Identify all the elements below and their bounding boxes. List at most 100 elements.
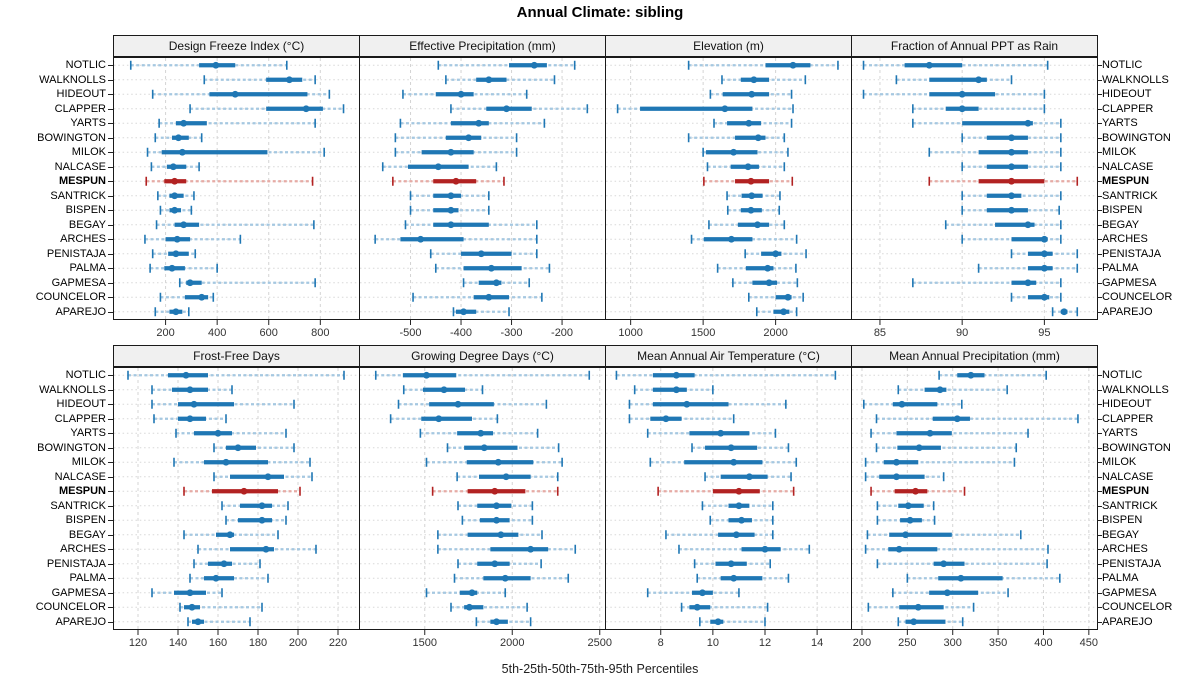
percentile-series [155,220,315,230]
row-tickmark-right [1097,491,1102,492]
median-dot [714,618,722,626]
percentile-series [870,486,966,496]
percentile-series [678,544,811,554]
station-label-right: APAREJO [1102,305,1153,318]
percentile-series [928,147,1062,157]
row-tickmark-left [108,239,113,240]
median-dot [480,444,488,452]
median-dot [182,371,190,379]
percentile-series [394,147,518,157]
station-label-right: NALCASE [1102,470,1154,483]
panel-header: Frost-Free Days [113,345,360,367]
percentile-series [862,89,1046,99]
station-label-left: CLAPPER [54,412,106,425]
row-tickmark-right [1097,210,1102,211]
median-dot [902,531,909,539]
percentile-series [149,263,218,273]
row-tickmark-left [108,312,113,313]
median-dot [231,90,239,98]
percentile-series [374,370,591,380]
median-dot [893,458,900,466]
row-tickmark-right [1097,167,1102,168]
percentile-series [193,559,261,569]
axis-tick-label: 600 [259,327,278,339]
percentile-series [701,501,774,511]
percentile-series [703,176,794,186]
station-label-right: HIDEOUT [1102,398,1152,411]
median-dot [895,545,903,553]
percentile-series [704,472,792,482]
row-tickmark-left [108,549,113,550]
axis-tickmarks [424,630,601,635]
percentile-series [203,75,316,85]
median-dot [975,76,983,84]
median-dot [186,279,194,287]
station-label-left: MESPUN [58,175,106,188]
percentile-series [150,162,200,172]
station-label-right: GAPMESA [1102,586,1157,599]
row-tickmark-left [108,433,113,434]
median-dot [1040,293,1048,301]
percentile-series [456,472,559,482]
median-dot [904,502,912,510]
percentile-series [175,428,287,438]
station-label-right: PALMA [1102,572,1139,585]
panel-canvas [852,58,1097,319]
axis-tick-label: -500 [399,327,422,339]
percentile-series [178,278,316,288]
station-label-left: HIDEOUT [56,88,107,101]
percentile-series [938,370,1047,380]
station-label-right: COUNCELOR [1102,291,1173,304]
panel-header: Mean Annual Air Temperature (°C) [605,345,852,367]
station-label-right: YARTS [1102,117,1138,130]
row-tickmark-left [108,462,113,463]
median-dot [198,293,206,301]
median-dot [926,429,934,437]
percentile-series [213,443,295,453]
median-dot [485,293,493,301]
median-dot [173,235,181,243]
percentile-series [687,133,786,143]
median-dot [530,61,538,69]
median-dot [477,250,485,258]
row-tickmark-right [1097,283,1102,284]
row-tickmark-right [1097,239,1102,240]
station-label-right: NOTLIC [1102,59,1143,72]
percentile-series [876,501,935,511]
percentile-series [187,617,251,627]
station-label-right: NOTLIC [1102,369,1143,382]
row-tickmark-left [108,138,113,139]
station-label-left: GAPMESA [51,276,106,289]
row-tickmark-right [1097,549,1102,550]
percentile-series [875,443,1018,453]
percentile-series [961,234,1062,244]
percentile-series [961,133,1062,143]
station-label-right: PENISTAJA [1102,557,1162,570]
percentile-series [897,617,964,627]
station-label-right: COUNCELOR [1102,601,1173,614]
median-dot [497,531,505,539]
percentile-series [189,104,345,114]
median-dot [171,177,179,185]
median-dot [662,415,670,423]
station-label-right: BOWINGTON [1102,131,1171,144]
median-dot [454,400,462,408]
median-dot [493,618,500,626]
percentile-series [429,249,538,259]
percentile-series [225,515,287,525]
row-tickmark-left [108,268,113,269]
station-label-left: PALMA [69,572,106,585]
percentile-series [633,385,714,395]
percentile-series [1051,307,1079,317]
station-label-left: SANTRICK [50,499,106,512]
median-dot [447,148,455,156]
percentile-series [146,147,325,157]
station-label-left: BOWINGTON [37,131,106,144]
station-label-right: ARCHES [1102,543,1148,556]
median-dot [491,560,499,568]
percentile-series [866,530,1022,540]
station-label-right: MILOK [1102,146,1137,159]
median-dot [683,400,691,408]
row-tickmark-right [1097,65,1102,66]
